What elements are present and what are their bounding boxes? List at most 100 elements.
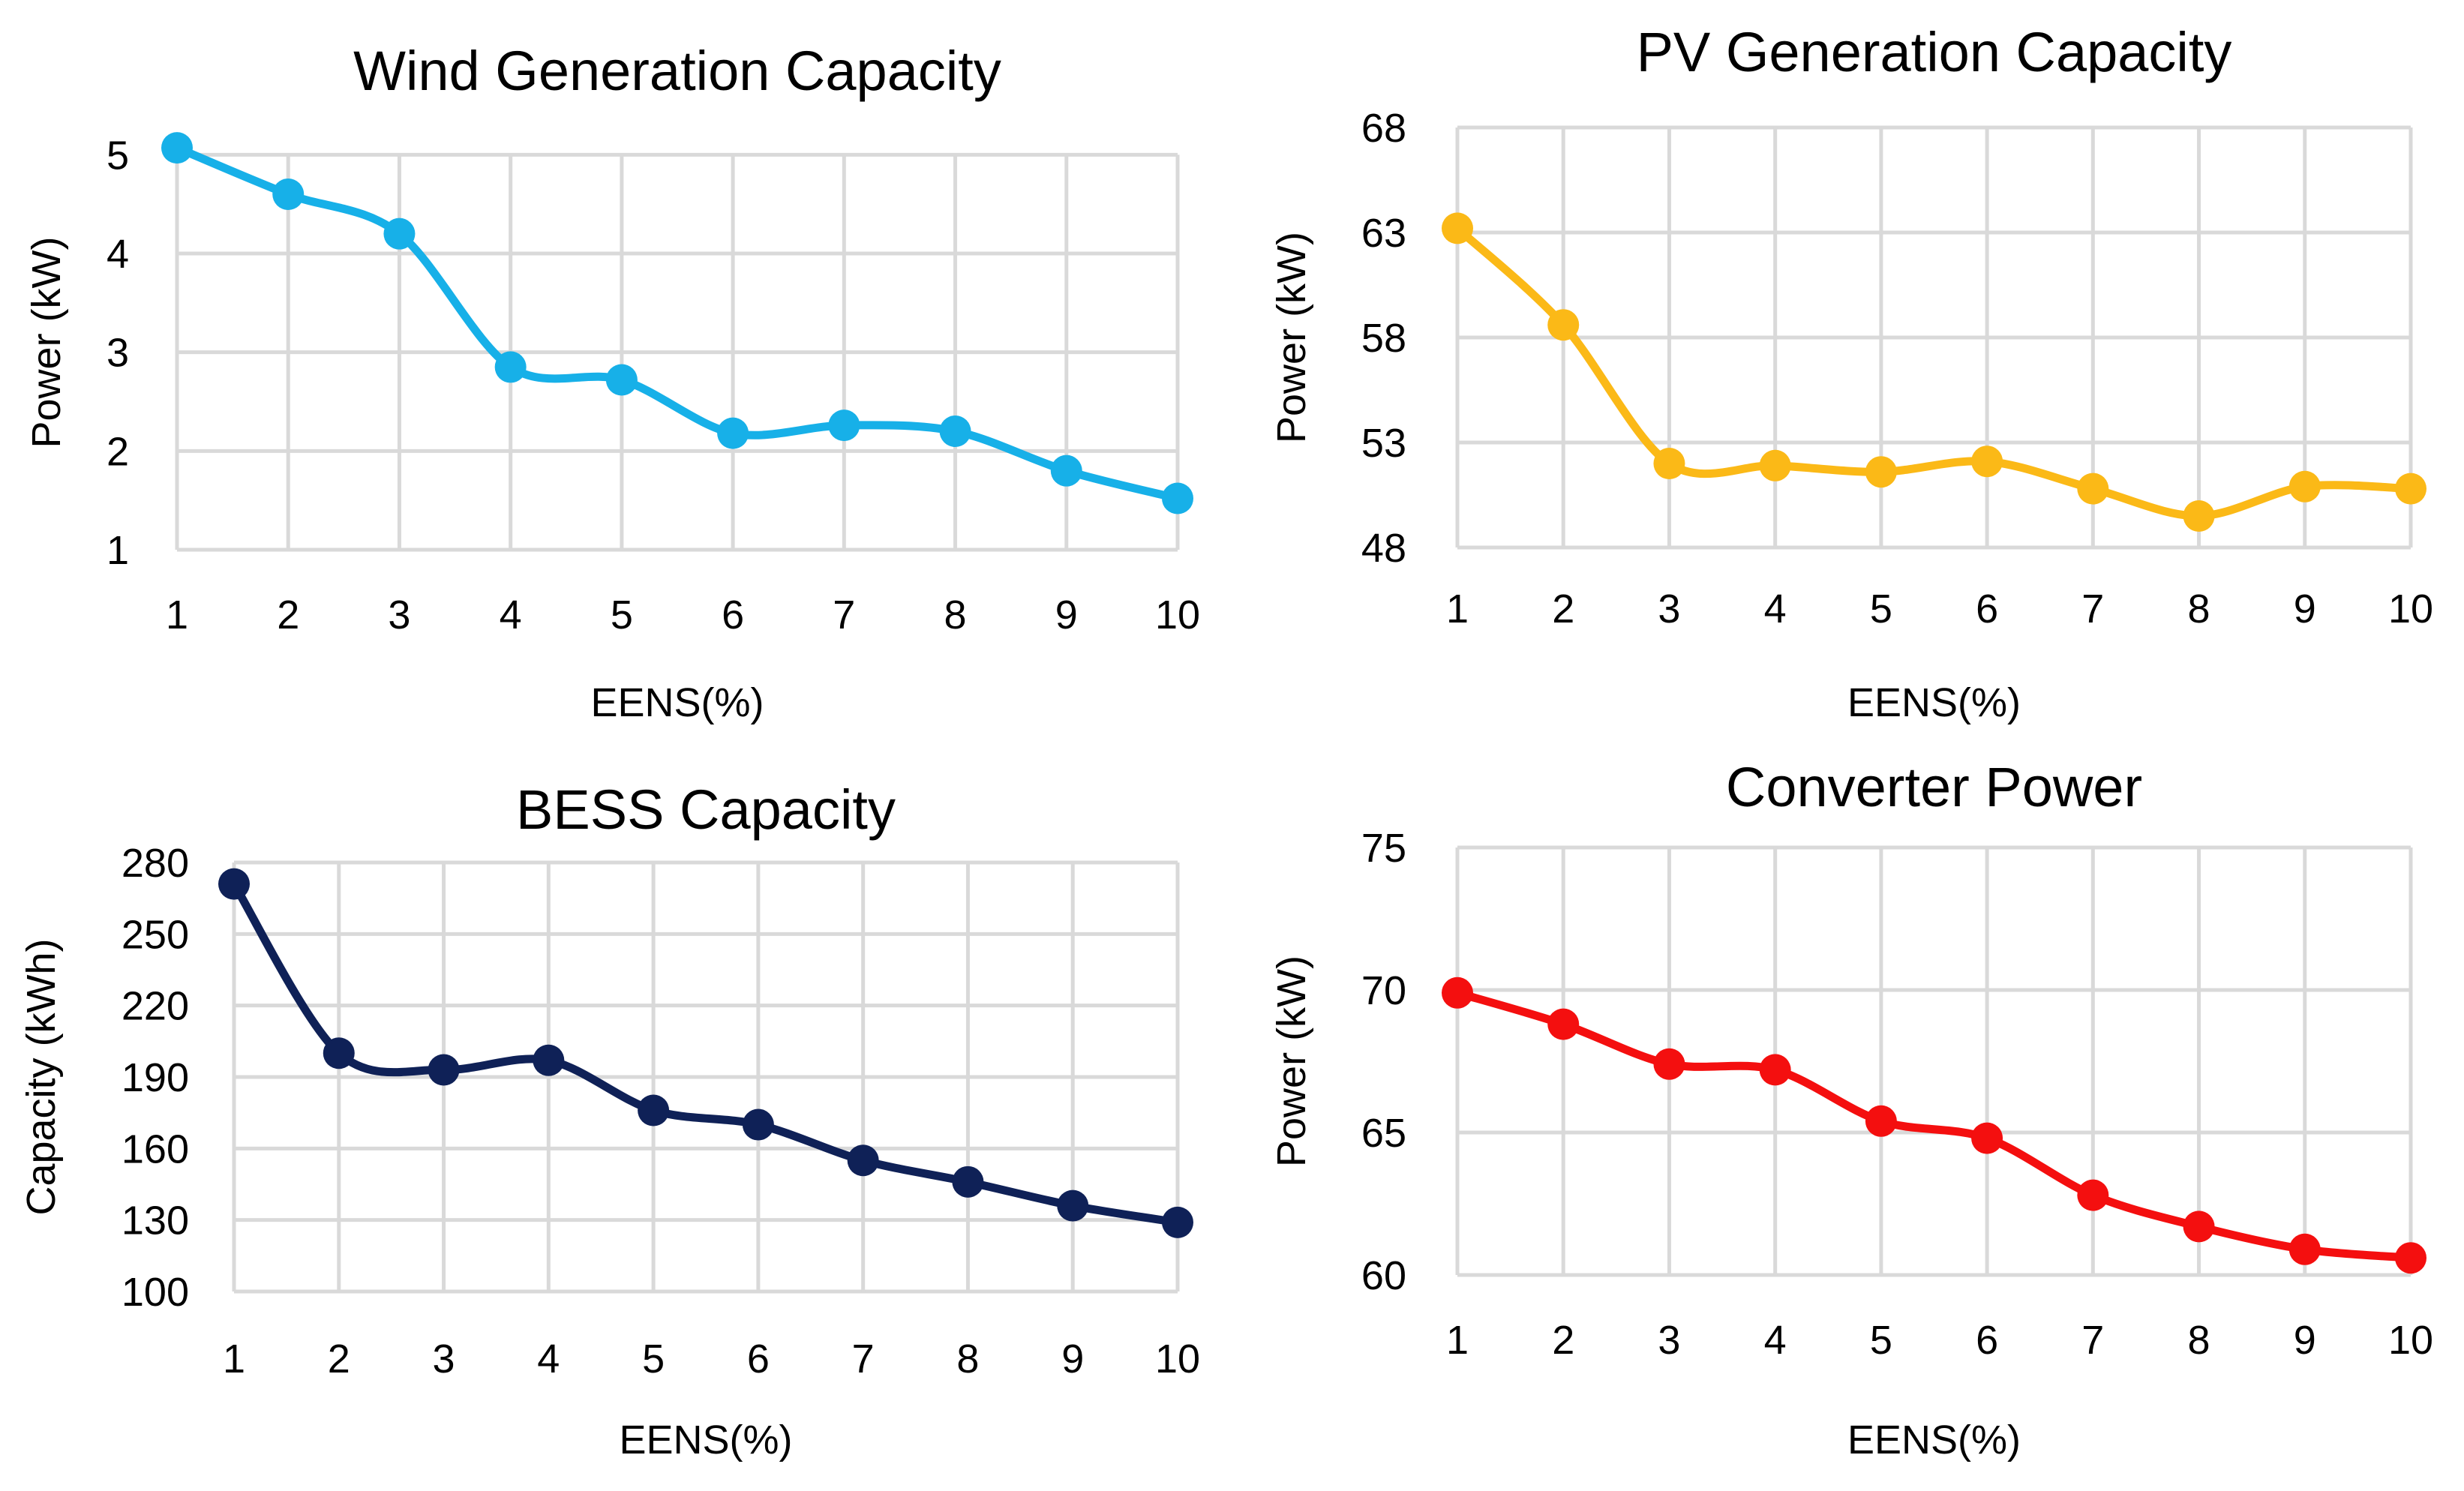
converter-data-point	[1653, 1048, 1685, 1080]
wind-data-point	[605, 364, 638, 396]
wind-x-tick-label: 1	[166, 592, 188, 638]
pv-data-point	[1442, 212, 1473, 244]
pv-y-tick-label: 58	[1361, 316, 1406, 361]
wind-y-tick-label: 5	[107, 133, 129, 178]
wind-x-tick-label: 9	[1055, 592, 1078, 638]
bess-data-point	[952, 1166, 984, 1198]
wind-data-point	[272, 178, 305, 210]
pv-chart-panel: PV Generation Capacity 48 53 58 63 68 1 2 3 4 5 6 7 8…	[1269, 21, 2433, 725]
converter-data-point	[2077, 1179, 2109, 1211]
converter-vertical-gridlines	[1455, 848, 2413, 1275]
bess-data-point	[323, 1037, 355, 1070]
bess-data-point	[428, 1054, 460, 1086]
converter-x-tick-label: 9	[2294, 1318, 2316, 1363]
pv-data-point	[2288, 470, 2321, 502]
wind-data-point	[717, 417, 749, 449]
wind-x-axis-title: EENS(%)	[590, 680, 764, 725]
bess-x-tick-label: 2	[328, 1336, 350, 1382]
converter-x-tick-label: 5	[1870, 1318, 1892, 1363]
wind-data-point	[1162, 482, 1193, 514]
bess-x-tick-label: 5	[642, 1336, 665, 1382]
pv-x-tick-label: 6	[1976, 586, 1998, 632]
bess-x-tick-label: 3	[433, 1336, 455, 1382]
pv-y-tick-label: 53	[1361, 421, 1406, 466]
bess-data-point	[847, 1144, 879, 1177]
pv-x-axis-title: EENS(%)	[1847, 680, 2021, 725]
wind-x-tick-label: 4	[500, 592, 522, 638]
pv-data-point	[1653, 448, 1685, 479]
bess-x-tick-label: 1	[223, 1336, 245, 1382]
bess-data-point	[218, 868, 250, 900]
bess-y-tick-label: 250	[122, 912, 189, 957]
pv-x-tick-label: 4	[1764, 586, 1787, 632]
bess-series-line	[230, 880, 1182, 1227]
wind-chart-panel: Wind Generation Capacity 1 2 3 4 5 1 2 3 4 5 6 7 8 9 10…	[24, 40, 1200, 725]
bess-y-tick-label: 280	[122, 841, 189, 886]
wind-horizontal-gridlines	[177, 152, 1178, 552]
converter-data-point	[2288, 1233, 2321, 1265]
bess-x-axis-title: EENS(%)	[619, 1418, 792, 1462]
pv-data-point	[2077, 472, 2109, 505]
converter-x-tick-label: 2	[1552, 1318, 1574, 1363]
pv-y-axis-title: Power (kW)	[1269, 232, 1314, 443]
converter-data-point	[1547, 1008, 1580, 1040]
converter-series-line	[1453, 988, 2415, 1262]
pv-x-tick-label: 5	[1870, 586, 1892, 632]
bess-y-tick-label: 220	[122, 984, 189, 1029]
bess-horizontal-gridlines	[234, 860, 1178, 1294]
pv-y-tick-label: 63	[1361, 211, 1406, 256]
wind-data-point	[1050, 454, 1082, 487]
converter-chart-panel: Converter Power 60 65 70 75 1 2 3 4 5 6 7 8 9 10 EENS(%…	[1269, 756, 2433, 1462]
wind-x-tick-label: 7	[833, 592, 855, 638]
wind-x-tick-label: 6	[722, 592, 744, 638]
bess-x-tick-label: 7	[852, 1336, 875, 1382]
wind-x-tick-label: 10	[1155, 592, 1200, 638]
pv-x-tick-label: 9	[2294, 586, 2316, 632]
converter-y-axis-title: Power (kW)	[1269, 956, 1314, 1167]
converter-y-tick-label: 75	[1361, 826, 1406, 871]
converter-x-tick-label: 4	[1764, 1318, 1787, 1363]
pv-x-tick-label: 8	[2188, 586, 2210, 632]
wind-y-tick-label: 4	[107, 232, 129, 277]
bess-x-tick-label: 4	[537, 1336, 560, 1382]
wind-x-tick-label: 8	[944, 592, 967, 638]
converter-data-point	[1442, 976, 1473, 1009]
pv-y-tick-label: 68	[1361, 106, 1406, 151]
converter-chart-title: Converter Power	[1726, 756, 2142, 818]
pv-x-tick-label: 1	[1446, 586, 1469, 632]
bess-y-tick-label: 160	[122, 1126, 189, 1172]
converter-data-point	[1971, 1122, 2003, 1154]
pv-horizontal-gridlines	[1457, 125, 2411, 550]
pv-x-tick-label: 7	[2081, 586, 2104, 632]
bess-data-point	[742, 1108, 774, 1141]
bess-y-axis-title: Capacity (kWh)	[19, 938, 64, 1215]
converter-y-tick-label: 60	[1361, 1253, 1406, 1298]
wind-data-point	[494, 351, 527, 383]
wind-x-tick-label: 3	[388, 592, 410, 638]
converter-data-point	[2395, 1242, 2426, 1274]
pv-data-point	[2183, 500, 2215, 532]
converter-x-axis-title: EENS(%)	[1847, 1418, 2021, 1462]
converter-x-tick-label: 1	[1446, 1318, 1469, 1363]
bess-data-point	[533, 1044, 565, 1076]
bess-y-tick-label: 190	[122, 1055, 189, 1100]
pv-x-tick-label: 3	[1658, 586, 1680, 632]
wind-x-tick-label: 2	[277, 592, 299, 638]
pv-data-point	[1865, 456, 1897, 488]
wind-data-point	[939, 416, 971, 447]
bess-data-point	[1162, 1206, 1193, 1238]
wind-y-tick-label: 1	[107, 528, 129, 573]
wind-y-axis-title: Power (kW)	[24, 237, 69, 448]
bess-y-tick-label: 100	[122, 1270, 189, 1315]
bess-chart-title: BESS Capacity	[516, 778, 896, 841]
pv-data-point	[2395, 472, 2426, 505]
wind-data-point	[828, 410, 860, 442]
wind-chart-title: Wind Generation Capacity	[353, 40, 1001, 102]
pv-x-tick-label: 2	[1552, 586, 1574, 632]
converter-x-tick-label: 8	[2188, 1318, 2210, 1363]
converter-x-tick-label: 6	[1976, 1318, 1998, 1363]
bess-x-tick-label: 10	[1155, 1336, 1200, 1382]
pv-data-point	[1547, 309, 1580, 341]
pv-series-line	[1453, 224, 2415, 520]
